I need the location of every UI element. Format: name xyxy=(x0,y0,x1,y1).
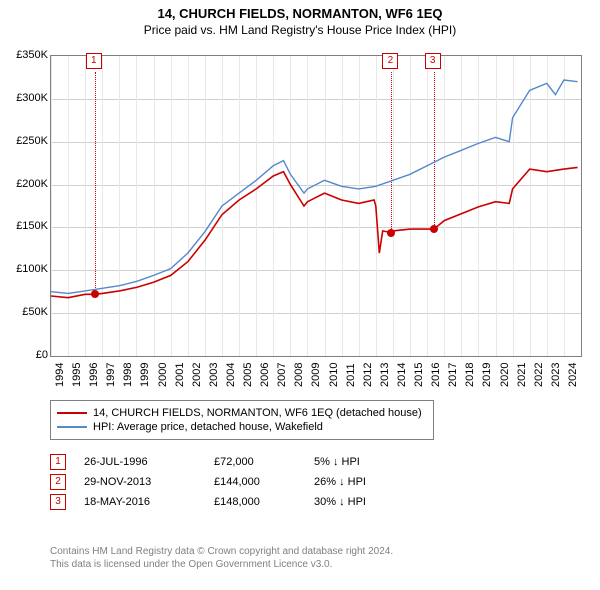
plot-area xyxy=(50,55,582,357)
x-tick-label: 1998 xyxy=(122,363,134,387)
x-tick-label: 2008 xyxy=(293,363,305,387)
series-line xyxy=(51,80,578,293)
legend-swatch xyxy=(57,426,87,428)
legend-item: HPI: Average price, detached house, Wake… xyxy=(57,421,427,433)
x-tick-label: 2002 xyxy=(191,363,203,387)
footnote-num: 2 xyxy=(50,474,66,490)
x-tick-label: 2010 xyxy=(328,363,340,387)
x-tick-label: 1997 xyxy=(105,363,117,387)
x-tick-label: 1995 xyxy=(71,363,83,387)
x-tick-label: 1994 xyxy=(54,363,66,387)
footnote-row: 3 18-MAY-2016£148,00030% ↓ HPI xyxy=(50,494,414,510)
footnote-row: 1 26-JUL-1996£72,0005% ↓ HPI xyxy=(50,454,414,470)
footnote-date: 18-MAY-2016 xyxy=(84,496,214,508)
event-dot xyxy=(91,290,99,298)
x-tick-label: 2018 xyxy=(464,363,476,387)
y-tick-label: £50K xyxy=(22,306,48,318)
event-dot xyxy=(430,225,438,233)
attribution-line-1: Contains HM Land Registry data © Crown c… xyxy=(50,545,393,558)
legend-label: HPI: Average price, detached house, Wake… xyxy=(93,421,323,433)
footnote-price: £144,000 xyxy=(214,476,314,488)
y-tick-label: £0 xyxy=(36,349,48,361)
event-marker: 3 xyxy=(425,53,441,69)
series-svg xyxy=(51,56,581,356)
title-block: 14, CHURCH FIELDS, NORMANTON, WF6 1EQ Pr… xyxy=(0,0,600,37)
x-tick-label: 2000 xyxy=(157,363,169,387)
legend: 14, CHURCH FIELDS, NORMANTON, WF6 1EQ (d… xyxy=(50,400,434,440)
y-tick-label: £250K xyxy=(16,135,48,147)
footnote-num: 1 xyxy=(50,454,66,470)
x-tick-label: 2005 xyxy=(242,363,254,387)
footnotes: 1 26-JUL-1996£72,0005% ↓ HPI 2 29-NOV-2013£… xyxy=(50,450,414,514)
x-tick-label: 2004 xyxy=(225,363,237,387)
y-tick-label: £300K xyxy=(16,92,48,104)
x-tick-label: 2021 xyxy=(516,363,528,387)
x-tick-label: 2013 xyxy=(379,363,391,387)
chart-container: 14, CHURCH FIELDS, NORMANTON, WF6 1EQ Pr… xyxy=(0,0,600,590)
y-tick-label: £100K xyxy=(16,263,48,275)
footnote-num: 3 xyxy=(50,494,66,510)
legend-swatch xyxy=(57,412,87,414)
x-tick-label: 2012 xyxy=(362,363,374,387)
footnote-pct: 5% ↓ HPI xyxy=(314,456,414,468)
x-tick-label: 1996 xyxy=(88,363,100,387)
x-tick-label: 2006 xyxy=(259,363,271,387)
footnote-pct: 26% ↓ HPI xyxy=(314,476,414,488)
footnote-date: 29-NOV-2013 xyxy=(84,476,214,488)
x-tick-label: 2001 xyxy=(174,363,186,387)
x-tick-label: 2003 xyxy=(208,363,220,387)
x-tick-label: 2014 xyxy=(396,363,408,387)
chart-subtitle: Price paid vs. HM Land Registry's House … xyxy=(0,23,600,37)
x-tick-label: 2022 xyxy=(533,363,545,387)
x-tick-label: 2016 xyxy=(430,363,442,387)
event-dot xyxy=(387,229,395,237)
y-tick-label: £200K xyxy=(16,178,48,190)
x-tick-label: 1999 xyxy=(139,363,151,387)
y-tick-label: £350K xyxy=(16,49,48,61)
x-tick-label: 2007 xyxy=(276,363,288,387)
footnote-pct: 30% ↓ HPI xyxy=(314,496,414,508)
legend-label: 14, CHURCH FIELDS, NORMANTON, WF6 1EQ (d… xyxy=(93,407,422,419)
series-line xyxy=(51,167,578,297)
footnote-date: 26-JUL-1996 xyxy=(84,456,214,468)
x-tick-label: 2015 xyxy=(413,363,425,387)
attribution: Contains HM Land Registry data © Crown c… xyxy=(50,545,393,571)
footnote-price: £72,000 xyxy=(214,456,314,468)
x-tick-label: 2023 xyxy=(550,363,562,387)
attribution-line-2: This data is licensed under the Open Gov… xyxy=(50,558,393,571)
chart-title: 14, CHURCH FIELDS, NORMANTON, WF6 1EQ xyxy=(0,6,600,21)
event-marker: 2 xyxy=(382,53,398,69)
x-tick-label: 2011 xyxy=(345,363,357,387)
x-tick-label: 2019 xyxy=(481,363,493,387)
x-tick-label: 2020 xyxy=(499,363,511,387)
footnote-price: £148,000 xyxy=(214,496,314,508)
event-marker: 1 xyxy=(86,53,102,69)
x-tick-label: 2017 xyxy=(447,363,459,387)
legend-item: 14, CHURCH FIELDS, NORMANTON, WF6 1EQ (d… xyxy=(57,407,427,419)
x-tick-label: 2009 xyxy=(310,363,322,387)
y-tick-label: £150K xyxy=(16,220,48,232)
x-tick-label: 2024 xyxy=(567,363,579,387)
footnote-row: 2 29-NOV-2013£144,00026% ↓ HPI xyxy=(50,474,414,490)
